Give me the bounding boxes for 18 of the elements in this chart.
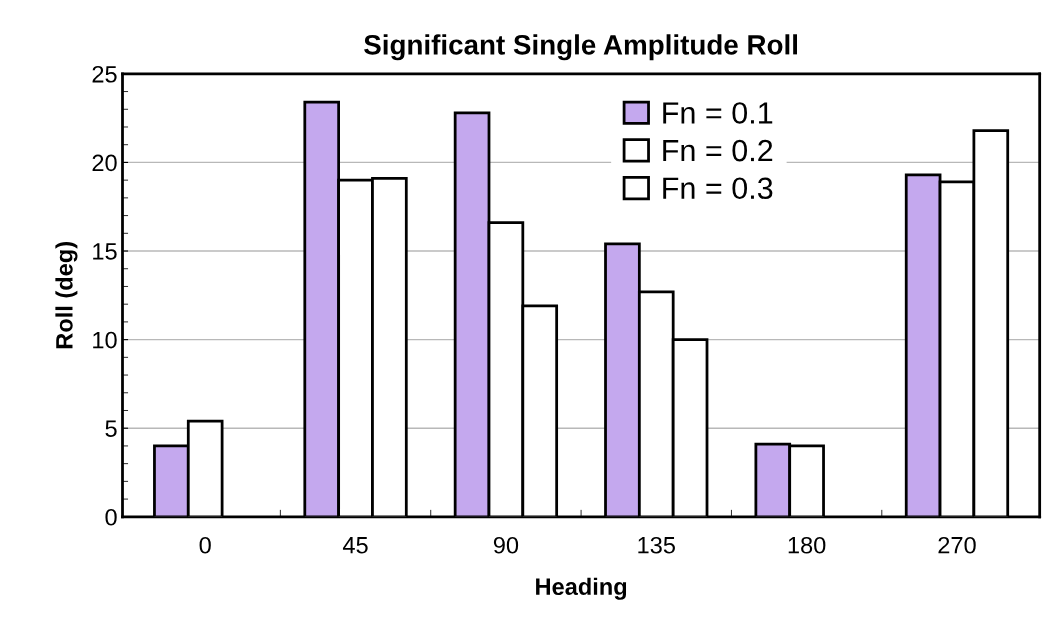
x-tick-label: 135 (638, 536, 675, 554)
y-tick-label: 0 (105, 508, 117, 526)
x-tick-label: 270 (938, 536, 976, 554)
y-tick-label: 15 (93, 243, 117, 260)
legend-label: Fn = 0.3 (663, 177, 773, 200)
chart-title: Significant Single Amplitude Roll (364, 34, 797, 61)
x-tick-label: 0 (199, 536, 211, 554)
y-tick-label: 5 (105, 420, 117, 437)
x-tick-label: 180 (788, 536, 826, 554)
x-tick-label: 45 (342, 537, 368, 554)
x-axis-title: Heading (536, 577, 627, 600)
y-tick-label: 10 (93, 331, 117, 349)
y-tick-label: 25 (92, 65, 117, 83)
legend-label: Fn = 0.1 (663, 102, 773, 124)
y-axis-title: Roll (deg) (55, 242, 78, 349)
legend-label: Fn = 0.2 (663, 139, 773, 162)
y-tick-label: 20 (92, 154, 117, 172)
x-tick-label: 90 (493, 536, 519, 554)
